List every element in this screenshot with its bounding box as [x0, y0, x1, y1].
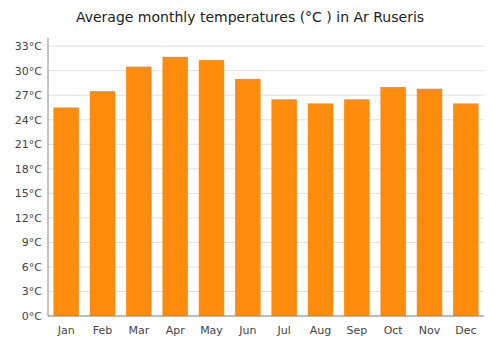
bar [308, 103, 333, 316]
y-tick-label: 9°C [22, 236, 42, 249]
y-tick-label: 30°C [15, 65, 42, 78]
x-tick-label: Dec [455, 324, 476, 337]
x-axis: Jan Feb Mar Apr May Jun Jul Aug Sep Oct Nov Dec [48, 316, 484, 337]
x-tick-label: Jan [57, 324, 75, 337]
grid-line [48, 70, 484, 71]
bar [271, 99, 296, 316]
y-tick-label: 0°C [22, 310, 42, 323]
x-tick-label: May [200, 324, 223, 337]
bar [417, 89, 442, 316]
chart-container: 0°C 3°C 6°C 9°C 12°C 15°C 18°C 21°C 24°C 27°C 30°C… [0, 0, 500, 350]
x-tick-label: Feb [93, 324, 112, 337]
bar [344, 99, 369, 316]
x-tick-label: Apr [166, 324, 186, 337]
x-tick-label: Jun [238, 324, 256, 337]
x-tick-label: Aug [310, 324, 331, 337]
y-tick-label: 18°C [15, 163, 42, 176]
grid-line [48, 46, 484, 47]
x-tick-label: Nov [419, 324, 441, 337]
grid-line [48, 316, 484, 317]
bar [53, 108, 78, 317]
title: Average monthly temperatures (°C ) in Ar… [76, 9, 424, 25]
y-tick-label: 12°C [15, 212, 42, 225]
y-tick-label: 6°C [22, 261, 42, 274]
chart-svg: 0°C 3°C 6°C 9°C 12°C 15°C 18°C 21°C 24°C 27°C 30°C… [0, 0, 500, 350]
y-axis-line [48, 38, 49, 316]
grid [48, 46, 484, 316]
x-tick-label: Sep [346, 324, 367, 337]
x-tick-label: Oct [384, 324, 404, 337]
y-tick-label: 21°C [15, 138, 42, 151]
y-tick-label: 15°C [15, 187, 42, 200]
x-tick-label: Jul [277, 324, 291, 337]
x-tick-label: Mar [128, 324, 149, 337]
bar [199, 60, 224, 316]
y-tick-label: 24°C [15, 114, 42, 127]
bar [235, 79, 260, 316]
y-axis: 0°C 3°C 6°C 9°C 12°C 15°C 18°C 21°C 24°C 27°C 30°C… [15, 38, 48, 323]
bar [453, 103, 478, 316]
y-tick-label: 33°C [15, 40, 42, 53]
bar [162, 57, 187, 316]
bar [90, 91, 115, 316]
bar [380, 87, 405, 316]
y-tick-label: 3°C [22, 285, 42, 298]
y-tick-label: 27°C [15, 89, 42, 102]
bar [126, 67, 151, 316]
x-axis-line [48, 316, 484, 317]
bars [53, 57, 478, 316]
